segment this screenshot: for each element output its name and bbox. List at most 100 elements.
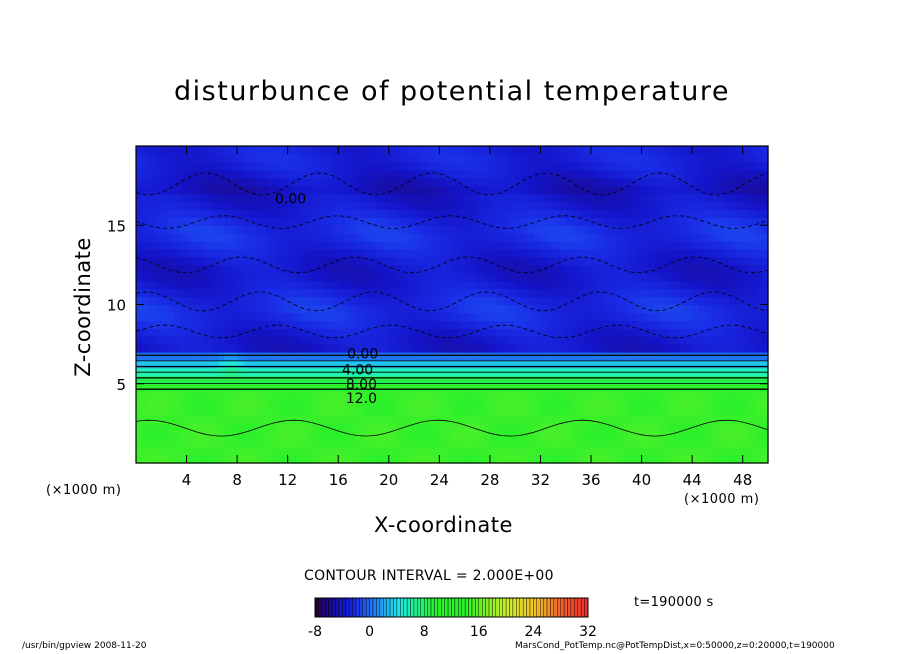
field-cell — [711, 423, 719, 432]
field-cell — [294, 153, 301, 163]
field-cell — [445, 153, 453, 163]
field-cell — [515, 312, 523, 321]
field-cell — [622, 256, 630, 266]
field-cell — [312, 233, 320, 242]
field-cell — [401, 193, 409, 203]
field-cell — [161, 304, 169, 314]
field-cell — [344, 185, 352, 195]
field-cell — [275, 185, 282, 195]
field-cell — [300, 161, 308, 171]
field-cell — [154, 177, 162, 187]
field-cell — [426, 256, 434, 266]
field-cell — [679, 336, 687, 345]
field-cell — [458, 201, 466, 210]
field-cell — [742, 312, 750, 321]
field-cell — [546, 304, 554, 314]
field-cell — [256, 177, 263, 187]
field-cell — [477, 161, 485, 171]
field-cell — [180, 185, 188, 195]
field-cell — [458, 233, 466, 242]
field-cell — [502, 407, 510, 417]
field-cell — [464, 256, 472, 266]
field-cell — [717, 391, 725, 401]
field-cell — [502, 352, 510, 361]
field-cell — [470, 304, 478, 314]
field-cell — [654, 439, 662, 448]
field-cell — [237, 423, 245, 432]
field-cell — [508, 264, 516, 274]
field-cell — [268, 344, 276, 353]
field-cell — [647, 399, 655, 409]
field-cell — [666, 407, 674, 417]
colorbar-cell — [369, 597, 374, 618]
field-cell — [477, 359, 485, 369]
field-cell — [470, 249, 478, 258]
field-cell — [331, 256, 339, 266]
field-cell — [761, 201, 769, 210]
field-cell — [369, 217, 377, 226]
field-cell — [344, 344, 352, 353]
field-cell — [489, 455, 497, 464]
field-cell — [515, 304, 523, 314]
field-cell — [357, 169, 365, 179]
field-cell — [527, 201, 535, 210]
field-cell — [186, 201, 194, 210]
field-cell — [572, 280, 579, 290]
field-cell — [578, 193, 586, 203]
field-cell — [338, 328, 346, 337]
field-cell — [230, 146, 238, 155]
field-cell — [761, 375, 769, 385]
field-cell — [262, 431, 270, 440]
field-cell — [704, 359, 712, 369]
field-cell — [395, 431, 403, 440]
field-cell — [167, 423, 175, 432]
field-cell — [186, 415, 194, 424]
field-cell — [660, 391, 668, 401]
field-cell — [730, 280, 737, 290]
field-cell — [344, 336, 352, 345]
field-cell — [388, 304, 396, 314]
field-cell — [199, 399, 207, 409]
field-cell — [685, 431, 693, 440]
field-cell — [603, 359, 611, 369]
field-cell — [243, 185, 251, 195]
field-cell — [167, 320, 175, 329]
field-cell — [192, 407, 200, 417]
field-cell — [167, 399, 175, 409]
field-cell — [173, 391, 181, 401]
field-cell — [249, 296, 257, 306]
field-cell — [603, 375, 611, 385]
field-cell — [331, 193, 339, 203]
field-cell — [237, 336, 245, 345]
field-cell — [433, 407, 440, 417]
field-cell — [211, 447, 219, 456]
field-cell — [597, 344, 605, 353]
field-cell — [736, 423, 744, 432]
field-cell — [382, 407, 390, 417]
field-cell — [369, 249, 377, 258]
field-cell — [749, 312, 756, 321]
field-cell — [294, 399, 301, 409]
field-cell — [610, 375, 617, 385]
field-cell — [369, 169, 377, 179]
field-cell — [546, 225, 554, 234]
field-cell — [603, 320, 611, 329]
field-cell — [350, 256, 358, 266]
colorbar-cell — [427, 597, 432, 618]
field-cell — [578, 320, 586, 329]
field-cell — [628, 209, 636, 218]
field-cell — [205, 209, 213, 218]
field-cell — [338, 249, 346, 258]
field-cell — [464, 447, 472, 456]
field-cell — [591, 272, 598, 282]
field-cell — [224, 233, 232, 242]
field-cell — [218, 249, 226, 258]
field-cell — [192, 431, 200, 440]
field-cell — [426, 352, 434, 361]
field-cell — [205, 161, 213, 171]
field-cell — [717, 169, 725, 179]
field-cell — [230, 439, 238, 448]
field-cell — [622, 280, 630, 290]
field-cell — [136, 241, 143, 250]
field-cell — [749, 399, 756, 409]
